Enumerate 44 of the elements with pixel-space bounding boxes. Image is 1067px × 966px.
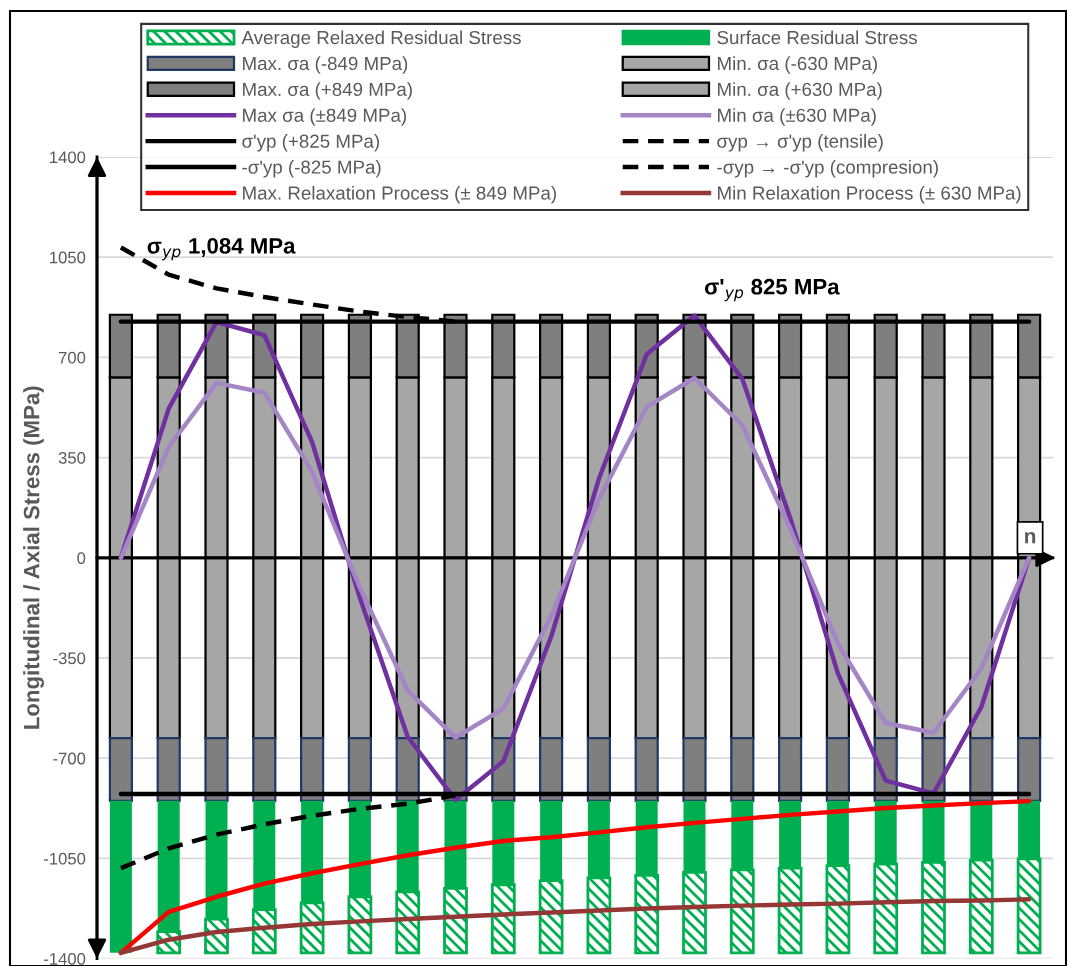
bar [156,737,181,802]
legend-label: Max. Relaxation Process (± 849 MPa) [243,185,556,204]
bar [109,800,132,953]
legend-label: -σ'yp (-825 MPa) [242,160,381,178]
legend-label: Min σa (±630 MPa) [718,108,876,126]
bar [730,737,755,802]
line-series [118,897,1032,956]
y-tick-label: -1050 [44,852,86,865]
x-axis-title: n [1025,531,1036,544]
legend-label: σyp → σ'yp (tensile) [717,134,883,152]
legend-label: Min Relaxation Process (± 630 MPa) [718,185,1021,204]
legend-label: Min. σa (-630 MPa) [718,56,877,74]
bar [969,737,994,802]
y-tick-label: -350 [53,652,86,665]
bar [300,737,325,802]
y-tick-label: 350 [58,452,86,464]
bar [682,737,707,802]
legend-label: Min. σa (+630 MPa) [718,82,882,100]
legend-label: -σyp → -σ'yp (compresion) [717,160,938,178]
y-tick-label: 0 [77,552,86,564]
bar [347,737,372,802]
legend-label: Max σa (±849 MPa) [243,108,407,126]
legend-label: Max. σa (+849 MPa) [243,82,412,100]
annotation: σ$_{yp}$ 1,084 MPa [147,237,296,261]
y-tick-label: -1400 [44,953,86,965]
legend-label: Average Relaxed Residual Stress [241,30,521,48]
bar [778,737,803,802]
y-tick-label: 1400 [50,151,86,164]
y-tick-label: 700 [58,351,86,364]
bar [108,737,133,802]
annotation: σ'$_{yp}$ 825 MPa [704,278,840,302]
bar [204,737,229,802]
bar [539,737,564,802]
bar [252,737,277,802]
y-tick-label: -700 [53,752,86,765]
y-tick-label: 1050 [50,251,86,264]
bar [586,737,611,802]
legend-label: Max. σa (-849 MPa) [243,56,408,74]
y-axis-title: Longitudinal / Axial Stress (MPa) [23,386,44,729]
bar [634,737,659,802]
bar [1017,737,1042,802]
legend-label: Surface Residual Stress [717,30,917,45]
legend-label: σ'yp (+825 MPa) [242,134,379,152]
bar [825,737,850,802]
